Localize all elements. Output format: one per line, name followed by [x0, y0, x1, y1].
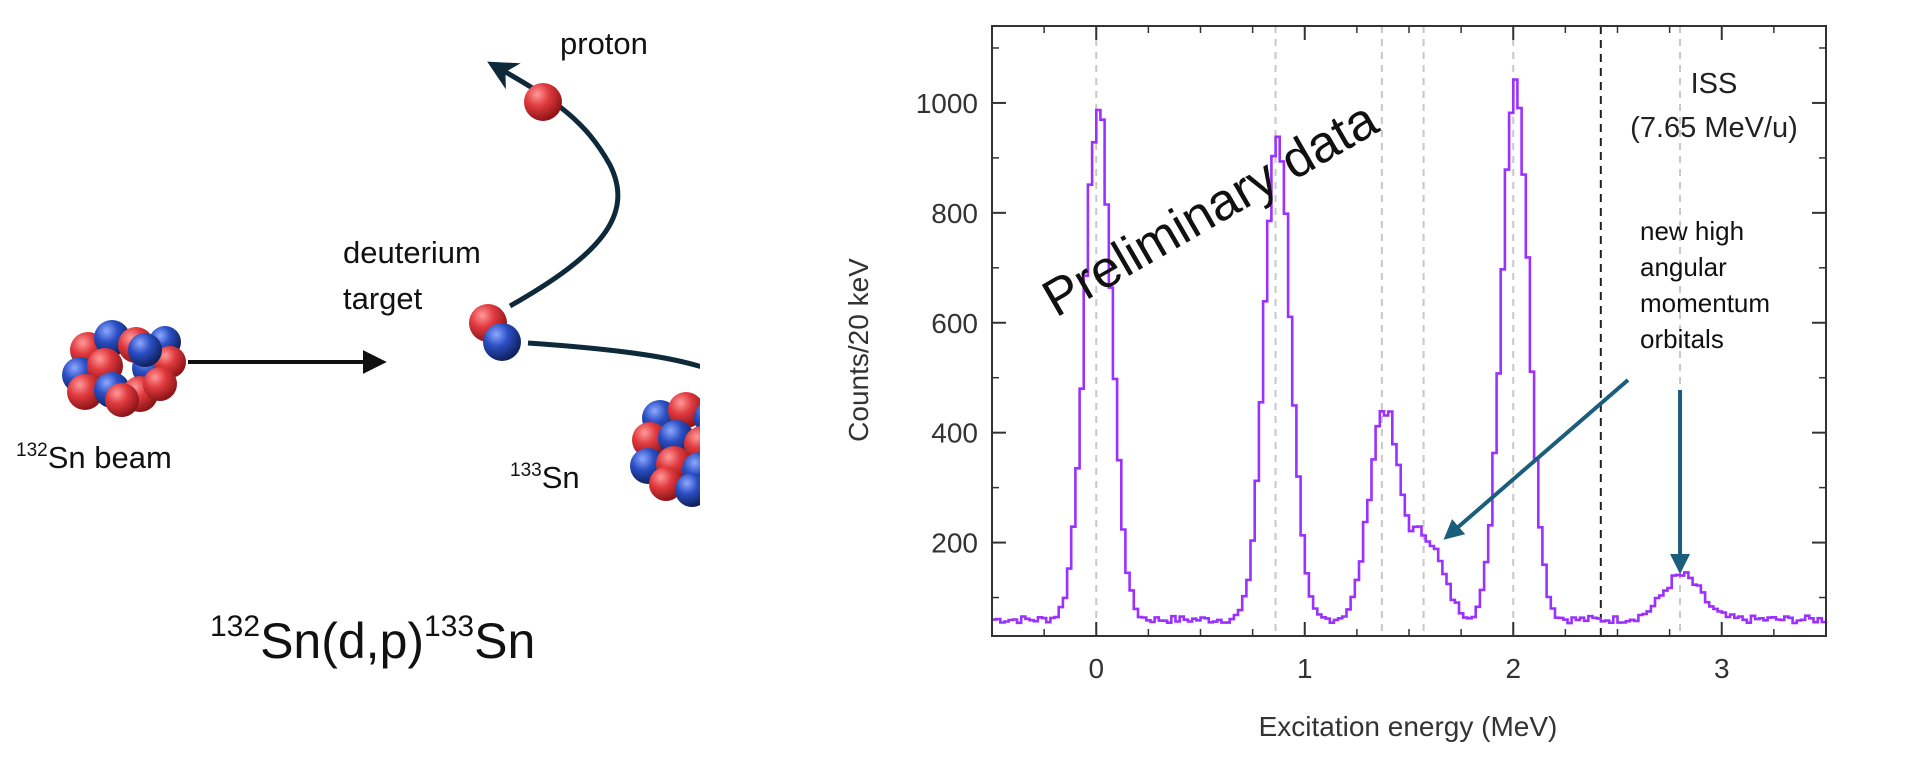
ejected-proton: [524, 83, 562, 121]
product-mass-number: 133: [510, 460, 542, 481]
product-label: 133Sn: [510, 460, 580, 496]
reaction-mid: Sn(d,p): [260, 613, 425, 669]
spectrum-series: [992, 78, 1828, 625]
preliminary-watermark: Preliminary data: [1033, 90, 1387, 328]
annotation-arrow-left: [1443, 378, 1630, 540]
reaction-diagram: [62, 61, 700, 507]
x-tick-label: 3: [1714, 653, 1730, 684]
beam-mass-number: 132: [16, 440, 48, 461]
reference-lines: [1095, 26, 1682, 636]
x-tick-label: 0: [1088, 653, 1104, 684]
x-tick-label: 1: [1297, 653, 1313, 684]
y-tick-label: 800: [931, 198, 978, 229]
proton-label: proton: [560, 26, 648, 61]
x-axis-label: Excitation energy (MeV): [1259, 711, 1558, 742]
target-label-line1: deuterium: [343, 235, 481, 270]
target-label-line2: target: [343, 281, 423, 316]
facility-label-line1: ISS: [1691, 68, 1738, 100]
annotation-line-1: new high: [1640, 216, 1744, 246]
beam-label: 132Sn beam: [16, 440, 172, 476]
y-tick-label: 200: [931, 528, 978, 559]
orbital-annotation: new high angular momentum orbitals: [1640, 216, 1770, 354]
y-tick-label: 600: [931, 308, 978, 339]
beam-label-text: Sn beam: [47, 440, 172, 475]
annotation-line-4: orbitals: [1640, 324, 1724, 354]
y-axis-label: Counts/20 keV: [843, 258, 874, 442]
x-tick-label: 2: [1505, 653, 1521, 684]
product-nucleus: [630, 392, 700, 507]
y-tick-label: 400: [931, 418, 978, 449]
reaction-mass-out: 133: [424, 610, 475, 643]
product-label-text: Sn: [541, 460, 580, 495]
beam-nucleus: [62, 320, 186, 417]
facility-label-line2: (7.65 MeV/u): [1630, 112, 1798, 144]
neutron-track: [527, 340, 700, 369]
annotation-line-2: angular: [1640, 252, 1727, 282]
reaction-equation: 132Sn(d,p)133Sn: [210, 610, 535, 670]
annotation-line-3: momentum: [1640, 288, 1770, 318]
reaction-end: Sn: [474, 613, 536, 669]
axis-tick-labels: 0 1 2 3 200 400 600 800 1000: [916, 88, 1730, 684]
axis-ticks: [991, 26, 1827, 636]
deuteron-neutron: [483, 323, 521, 361]
reaction-mass-in: 132: [210, 610, 261, 643]
y-tick-label: 1000: [916, 88, 978, 119]
